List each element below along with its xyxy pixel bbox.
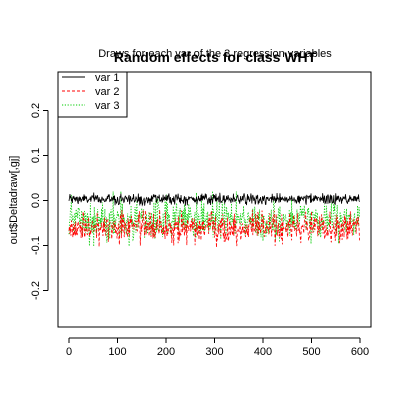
legend-label: var 2 <box>95 86 119 98</box>
y-tick-label: -0.1 <box>30 236 42 255</box>
chart-title: Random effects for class WHT <box>114 49 317 65</box>
y-tick-label: 0.0 <box>30 193 42 208</box>
legend: var 1 var 2 var 3 <box>57 71 128 118</box>
x-tick-label: 400 <box>254 346 272 358</box>
series-line-var-3 <box>68 190 360 247</box>
y-tick-label: -0.2 <box>30 281 42 300</box>
y-tick-label: 0.2 <box>30 103 42 118</box>
series-line-var-1 <box>68 192 360 207</box>
x-tick-label: 100 <box>108 346 126 358</box>
x-tick-label: 300 <box>205 346 223 358</box>
legend-box <box>57 71 128 118</box>
plot-frame <box>57 71 372 328</box>
series-layer <box>68 190 360 248</box>
legend-label: var 1 <box>95 72 119 84</box>
x-tick-label: 200 <box>157 346 175 358</box>
plot-area <box>57 71 372 328</box>
y-axis-label: out$Deltadraw[,gj] <box>8 156 20 245</box>
series-line-var-2 <box>68 209 360 248</box>
chart-subtitle: Draws for each var of the 3 regression v… <box>98 48 332 60</box>
y-axis: -0.2 -0.1 0.0 0.1 0.2 <box>30 103 49 300</box>
legend-label: var 3 <box>95 100 119 112</box>
x-axis: 0 100 200 300 400 500 600 <box>66 337 369 358</box>
x-tick-label: 600 <box>351 346 369 358</box>
x-tick-label: 500 <box>302 346 320 358</box>
legend-items: var 1 var 2 var 3 <box>62 72 119 112</box>
x-tick-label: 0 <box>66 346 72 358</box>
y-tick-label: 0.1 <box>30 148 42 163</box>
